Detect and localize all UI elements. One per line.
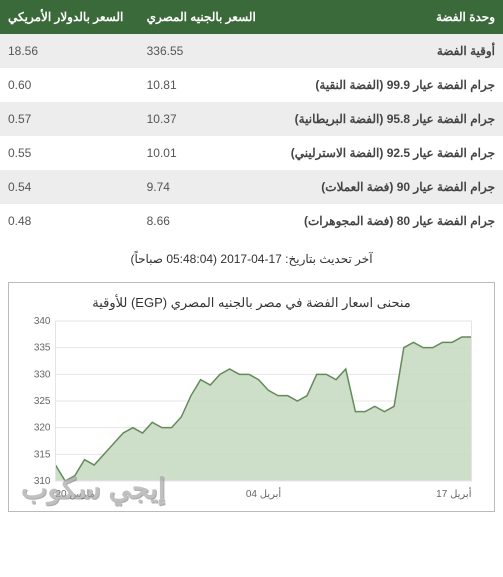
egp-cell: 10.37 [139,102,271,136]
egp-cell: 336.55 [139,34,271,68]
col-usd: السعر بالدولار الأمريكي [0,0,139,34]
unit-cell: جرام الفضة عيار 80 (فضة المجوهرات) [271,204,503,238]
usd-cell: 0.57 [0,102,139,136]
svg-text:325: 325 [34,396,51,407]
usd-cell: 0.48 [0,204,139,238]
last-updated: آخر تحديث بتاريخ: 17-04-2017 (05:48:04 ص… [0,238,503,276]
table-row: جرام الفضة عيار 80 (فضة المجوهرات)8.660.… [0,204,503,238]
unit-cell: جرام الفضة عيار 99.9 (الفضة النقية) [271,68,503,102]
unit-cell: جرام الفضة عيار 90 (فضة العملات) [271,170,503,204]
svg-text:335: 335 [34,343,51,354]
unit-cell: أوقية الفضة [271,34,503,68]
svg-text:20 مارس: 20 مارس [56,489,95,500]
svg-text:310: 310 [34,476,51,487]
egp-cell: 9.74 [139,170,271,204]
unit-cell: جرام الفضة عيار 95.8 (الفضة البريطانية) [271,102,503,136]
chart-title: منحنى اسعار الفضة في مصر بالجنيه المصري … [15,289,488,315]
table-row: جرام الفضة عيار 90 (فضة العملات)9.740.54 [0,170,503,204]
egp-cell: 10.01 [139,136,271,170]
silver-price-chart: 310 315 320 325 330 335 340 20 مارس 04 أبريل 17 أ… [15,315,488,505]
svg-text:340: 340 [34,316,51,327]
svg-text:17 أبريل: 17 أبريل [436,487,472,500]
svg-text:330: 330 [34,369,51,380]
chart-container: منحنى اسعار الفضة في مصر بالجنيه المصري … [8,282,495,512]
table-row: جرام الفضة عيار 95.8 (الفضة البريطانية)1… [0,102,503,136]
usd-cell: 0.54 [0,170,139,204]
svg-text:04 أبريل: 04 أبريل [246,487,282,500]
table-row: أوقية الفضة336.5518.56 [0,34,503,68]
usd-cell: 18.56 [0,34,139,68]
svg-text:315: 315 [34,449,51,460]
usd-cell: 0.55 [0,136,139,170]
col-egp: السعر بالجنيه المصري [139,0,271,34]
col-unit: وحدة الفضة [271,0,503,34]
usd-cell: 0.60 [0,68,139,102]
egp-cell: 10.81 [139,68,271,102]
table-row: جرام الفضة عيار 99.9 (الفضة النقية)10.81… [0,68,503,102]
table-row: جرام الفضة عيار 92.5 (الفضة الاسترليني)1… [0,136,503,170]
svg-text:320: 320 [34,423,51,434]
silver-price-table: وحدة الفضة السعر بالجنيه المصري السعر با… [0,0,503,238]
unit-cell: جرام الفضة عيار 92.5 (الفضة الاسترليني) [271,136,503,170]
egp-cell: 8.66 [139,204,271,238]
